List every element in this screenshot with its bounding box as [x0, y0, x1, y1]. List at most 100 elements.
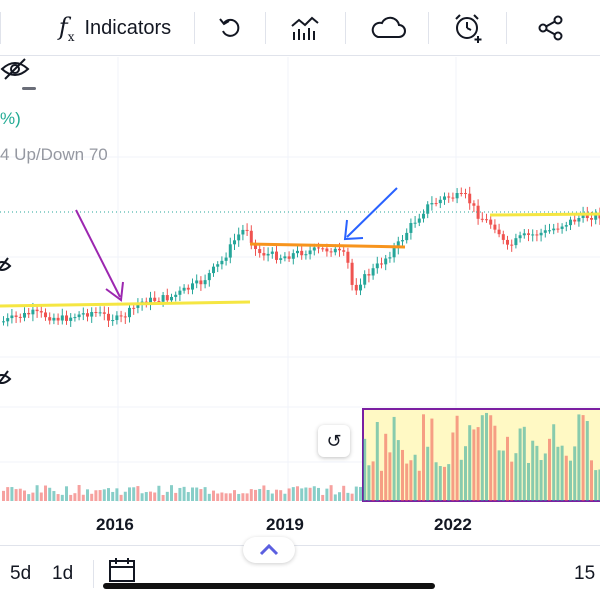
alert-button[interactable]: [443, 0, 493, 56]
compare-icon: [291, 16, 319, 40]
candle-body: [539, 232, 543, 236]
candle-body: [149, 297, 152, 305]
indicators-label: Indicators: [84, 16, 172, 39]
cloud-icon: [371, 16, 406, 38]
legend-collapse-button[interactable]: [14, 73, 44, 103]
right-value-text: 15: [574, 563, 596, 584]
volume-bar: [384, 433, 388, 501]
volume-bar: [396, 440, 400, 501]
volume-bar: [552, 424, 556, 501]
range-5d-button[interactable]: 5d: [10, 563, 32, 584]
volume-bar: [300, 488, 304, 501]
candle-body: [258, 249, 262, 254]
candle-body: [27, 312, 31, 315]
volume-bar: [90, 493, 94, 501]
candle-body: [245, 229, 249, 231]
candle-body: [86, 313, 89, 317]
candle-body: [153, 297, 157, 302]
volume-bar: [522, 426, 526, 501]
reset-chart-button[interactable]: ↺: [318, 425, 350, 457]
candle-body: [178, 290, 182, 295]
candle-body: [254, 242, 257, 250]
volume-bar: [60, 494, 64, 501]
chart-canvas[interactable]: [0, 57, 600, 544]
volume-bar: [157, 485, 161, 501]
volume-bar: [237, 493, 241, 501]
top-toolbar: fx Indicators: [0, 0, 600, 56]
candle-body: [548, 230, 551, 232]
expand-panel-button[interactable]: [243, 537, 295, 563]
volume-bar: [564, 455, 568, 501]
volume-bar: [249, 489, 253, 501]
year-label-2019: 2019: [266, 515, 304, 534]
volume-bar: [548, 438, 551, 501]
hidden-eye-icon[interactable]: [0, 370, 12, 387]
candle-body: [497, 229, 501, 235]
candle-body: [434, 203, 438, 205]
indicators-button[interactable]: fx Indicators: [40, 0, 190, 56]
compare-button[interactable]: [280, 0, 330, 56]
volume-bar: [287, 488, 291, 501]
undo-icon: [219, 18, 240, 37]
price-chart[interactable]: %) 4 Up/Down 70 ↺ 2016 2019 2022: [0, 57, 600, 544]
candle-body: [510, 244, 514, 246]
candle-body: [317, 247, 320, 249]
candle-body: [77, 314, 81, 318]
candle-body: [224, 257, 228, 261]
candle-body: [564, 225, 568, 227]
candle-body: [480, 218, 484, 220]
volume-bar: [102, 489, 106, 501]
undo-button[interactable]: [205, 0, 255, 56]
candle-body: [199, 280, 203, 285]
volume-bar: [401, 449, 404, 501]
candle-body: [10, 315, 14, 319]
candle-body: [60, 315, 64, 321]
candle-body: [333, 248, 337, 253]
share-button[interactable]: [526, 0, 576, 56]
eye-off-icon[interactable]: [0, 57, 30, 81]
volume-bar: [325, 488, 329, 501]
candle-body: [518, 235, 522, 239]
calendar-goto-icon[interactable]: [108, 556, 138, 584]
candle-body: [191, 283, 194, 290]
volume-bar: [363, 438, 367, 501]
volume-bar: [140, 493, 144, 501]
volume-bar: [329, 485, 333, 501]
candle-body: [464, 193, 467, 195]
candle-body: [220, 260, 224, 265]
volume-bar: [161, 494, 165, 501]
volume-bar: [195, 487, 199, 501]
hidden-eye-icon[interactable]: [0, 257, 12, 274]
volume-bar: [447, 464, 451, 501]
volume-bar: [367, 465, 371, 501]
volume-bar: [346, 492, 350, 501]
range-1d-button[interactable]: 1d: [52, 563, 74, 584]
candle-body: [2, 321, 5, 323]
volume-bar: [52, 491, 56, 501]
volume-bar: [228, 493, 232, 501]
volume-bar: [132, 487, 136, 501]
blue-arrow[interactable]: [343, 187, 398, 241]
volume-bar: [107, 488, 110, 501]
support-line-right[interactable]: [489, 212, 600, 217]
candle-body: [443, 196, 446, 200]
volume-bar: [35, 485, 39, 501]
support-line-left[interactable]: [0, 300, 251, 308]
candle-body: [35, 309, 39, 312]
volume-bar: [434, 462, 438, 501]
volume-bar: [480, 415, 484, 501]
candle-body: [233, 240, 236, 245]
volume-bar: [413, 454, 417, 501]
volume-bar: [497, 450, 501, 501]
purple-arrow[interactable]: [75, 209, 124, 302]
resistance-line-orange[interactable]: [249, 242, 406, 249]
year-label-2016: 2016: [96, 515, 134, 534]
cloud-button[interactable]: [360, 0, 415, 56]
candle-body: [455, 193, 459, 199]
candle-body: [396, 241, 400, 249]
volume-bar: [65, 486, 68, 501]
volume-bar: [258, 488, 262, 501]
year-label-2022: 2022: [434, 515, 472, 534]
candle-body: [422, 213, 425, 219]
candle-body: [468, 193, 472, 204]
